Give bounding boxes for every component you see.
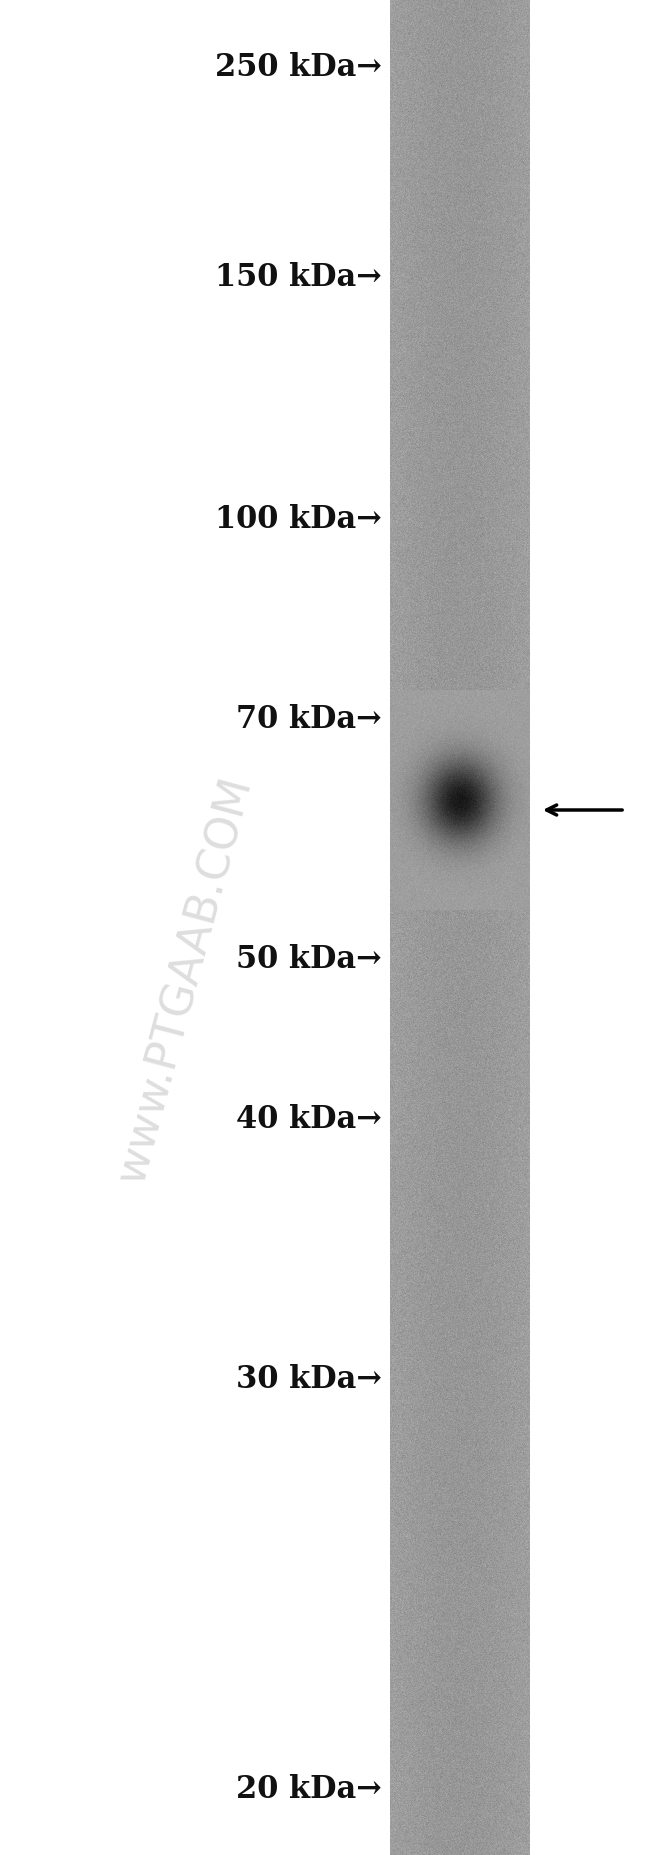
Text: 150 kDa→: 150 kDa→ [215, 263, 382, 293]
Text: 30 kDa→: 30 kDa→ [236, 1365, 382, 1395]
Text: 100 kDa→: 100 kDa→ [215, 505, 382, 536]
Text: www.PTGAAB.COM: www.PTGAAB.COM [110, 772, 260, 1187]
Text: 20 kDa→: 20 kDa→ [236, 1775, 382, 1805]
Text: 250 kDa→: 250 kDa→ [215, 52, 382, 83]
Text: 50 kDa→: 50 kDa→ [237, 944, 382, 976]
Text: 40 kDa→: 40 kDa→ [236, 1104, 382, 1135]
Text: 70 kDa→: 70 kDa→ [237, 705, 382, 735]
